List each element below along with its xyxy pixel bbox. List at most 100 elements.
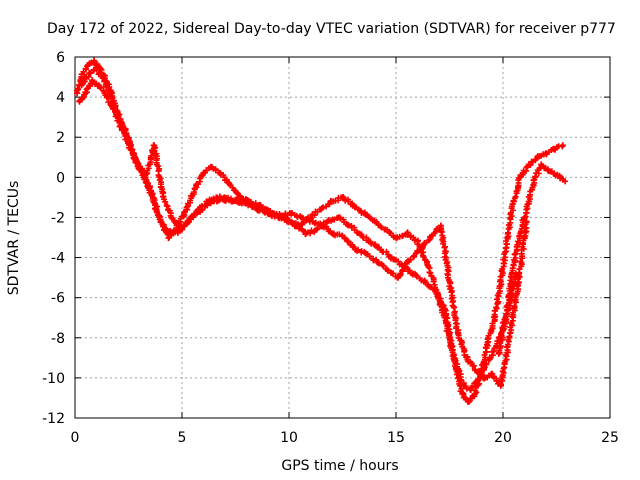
data-point [116, 118, 123, 125]
data-point [170, 230, 177, 237]
data-point [324, 218, 331, 225]
data-point [467, 386, 474, 393]
data-point [514, 282, 521, 289]
data-point [82, 90, 89, 97]
data-point [510, 198, 517, 205]
data-point-interp [512, 193, 519, 200]
data-point [292, 222, 299, 229]
data-point [108, 94, 115, 101]
data-point-interp [199, 206, 206, 213]
data-point-interp [378, 224, 385, 231]
data-point [236, 194, 243, 201]
y-tick-label: -2 [51, 210, 65, 226]
data-point-interp [517, 258, 524, 265]
data-point [89, 78, 96, 85]
data-point [191, 186, 198, 193]
data-point [219, 196, 226, 203]
data-point [559, 142, 566, 149]
data-point-interp [523, 167, 530, 174]
data-point [313, 226, 320, 233]
data-point-interp [109, 95, 116, 102]
x-axis-label: GPS time / hours [281, 458, 398, 474]
data-point-interp [120, 127, 127, 134]
data-point [245, 198, 252, 205]
data-point [551, 146, 558, 153]
data-point-interp [511, 303, 518, 310]
data-point [125, 138, 132, 145]
data-point-interp [470, 362, 477, 369]
data-point [442, 306, 449, 313]
data-point [472, 366, 479, 373]
data-point [431, 286, 438, 293]
data-point [318, 206, 325, 213]
data-point [497, 382, 504, 389]
data-point [427, 234, 434, 241]
data-point [363, 250, 370, 257]
data-point [538, 162, 545, 169]
data-point [497, 278, 504, 285]
data-point-interp [493, 304, 500, 311]
data-point [403, 230, 410, 237]
data-point [525, 198, 532, 205]
data-point-interp [141, 175, 148, 182]
data-point-interp [105, 87, 112, 94]
x-tick-label: 5 [178, 430, 187, 446]
data-point [506, 334, 513, 341]
data-point [303, 230, 310, 237]
data-point [474, 378, 481, 385]
data-point [360, 210, 367, 217]
data-point [226, 180, 233, 187]
data-point-interp [173, 222, 180, 229]
data-point-interp [212, 166, 219, 173]
data-point [328, 198, 335, 205]
data-point [487, 354, 494, 361]
y-tick-label: -10 [42, 371, 65, 387]
y-axis-label: SDTVAR / TECUs [6, 181, 22, 296]
data-point [371, 218, 378, 225]
data-point [166, 234, 173, 241]
x-tick-label: 20 [494, 430, 512, 446]
data-point [491, 314, 498, 321]
data-point [382, 226, 389, 233]
data-point [504, 302, 511, 309]
data-point-interp [216, 197, 223, 204]
data-point [384, 266, 391, 273]
data-point [288, 210, 295, 217]
y-tick-label: 2 [56, 130, 65, 146]
data-point [472, 390, 479, 397]
data-point-interp [190, 214, 197, 221]
data-point-interp [311, 212, 318, 219]
data-point-interp [150, 198, 157, 205]
data-point-interp [83, 86, 90, 93]
data-point [356, 230, 363, 237]
data-point [480, 374, 487, 381]
data-point [350, 202, 357, 209]
y-tick-label: 0 [56, 170, 65, 186]
data-point [101, 90, 108, 97]
y-tick-label: 4 [56, 90, 65, 106]
data-point [463, 354, 470, 361]
data-point [341, 234, 348, 241]
data-point [512, 250, 519, 257]
data-point [161, 226, 168, 233]
data-point-interp [430, 278, 437, 285]
data-point-interp [511, 251, 518, 258]
chart-title: Day 172 of 2022, Sidereal Day-to-day VTE… [47, 21, 616, 37]
data-markers [73, 57, 569, 405]
data-point [193, 210, 200, 217]
data-point [410, 270, 417, 277]
data-point [485, 338, 492, 345]
data-point [144, 182, 151, 189]
data-point [461, 382, 468, 389]
data-point [168, 214, 175, 221]
data-point [134, 158, 141, 165]
data-point-interp [345, 238, 352, 245]
x-tick-label: 0 [71, 430, 80, 446]
data-point [277, 212, 284, 219]
data-point [420, 278, 427, 285]
data-point-interp [502, 254, 509, 261]
data-point [185, 218, 192, 225]
data-point [393, 234, 399, 241]
